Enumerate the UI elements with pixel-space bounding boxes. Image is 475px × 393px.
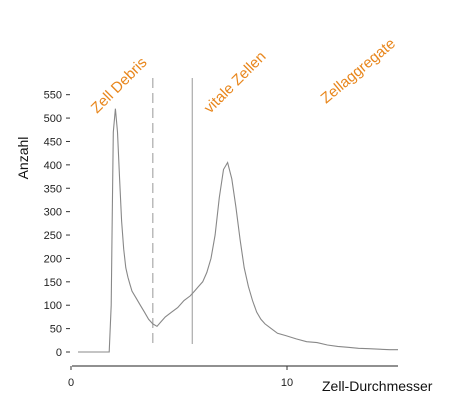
y-axis-label: Anzahl bbox=[15, 137, 31, 180]
y-tick-label: 50 bbox=[50, 324, 62, 336]
y-tick-label: 350 bbox=[44, 183, 62, 195]
region-label-zellaggregate: Zellaggregate bbox=[318, 35, 399, 107]
y-axis-ticks: 0 50 100 150 200 250 300 350 400 450 500 550 bbox=[44, 90, 70, 359]
x-axis-ticks: 0 10 bbox=[68, 366, 293, 389]
x-axis-label: Zell-Durchmesser bbox=[322, 378, 433, 393]
y-tick-label: 100 bbox=[44, 300, 62, 312]
region-label-zell-debris: Zell Debris bbox=[88, 54, 151, 117]
region-divider-lines bbox=[152, 78, 193, 344]
series-group bbox=[78, 108, 398, 353]
y-tick-label: 0 bbox=[56, 347, 62, 359]
plot-area: 0 50 100 150 200 250 300 350 400 450 500 550 0 10 bbox=[44, 78, 398, 389]
x-tick-label: 0 bbox=[68, 377, 74, 389]
y-tick-label: 200 bbox=[44, 253, 62, 265]
y-tick-label: 400 bbox=[44, 160, 62, 172]
y-tick-label: 300 bbox=[44, 207, 62, 219]
y-tick-label: 500 bbox=[44, 113, 62, 125]
region-label-vitale-zellen: vitale Zellen bbox=[201, 48, 270, 117]
y-tick-label: 250 bbox=[44, 230, 62, 242]
y-tick-label: 550 bbox=[44, 90, 62, 102]
y-tick-label: 150 bbox=[44, 277, 62, 289]
x-tick-label: 10 bbox=[281, 377, 293, 389]
series-line-1 bbox=[78, 108, 398, 353]
y-tick-label: 450 bbox=[44, 136, 62, 148]
